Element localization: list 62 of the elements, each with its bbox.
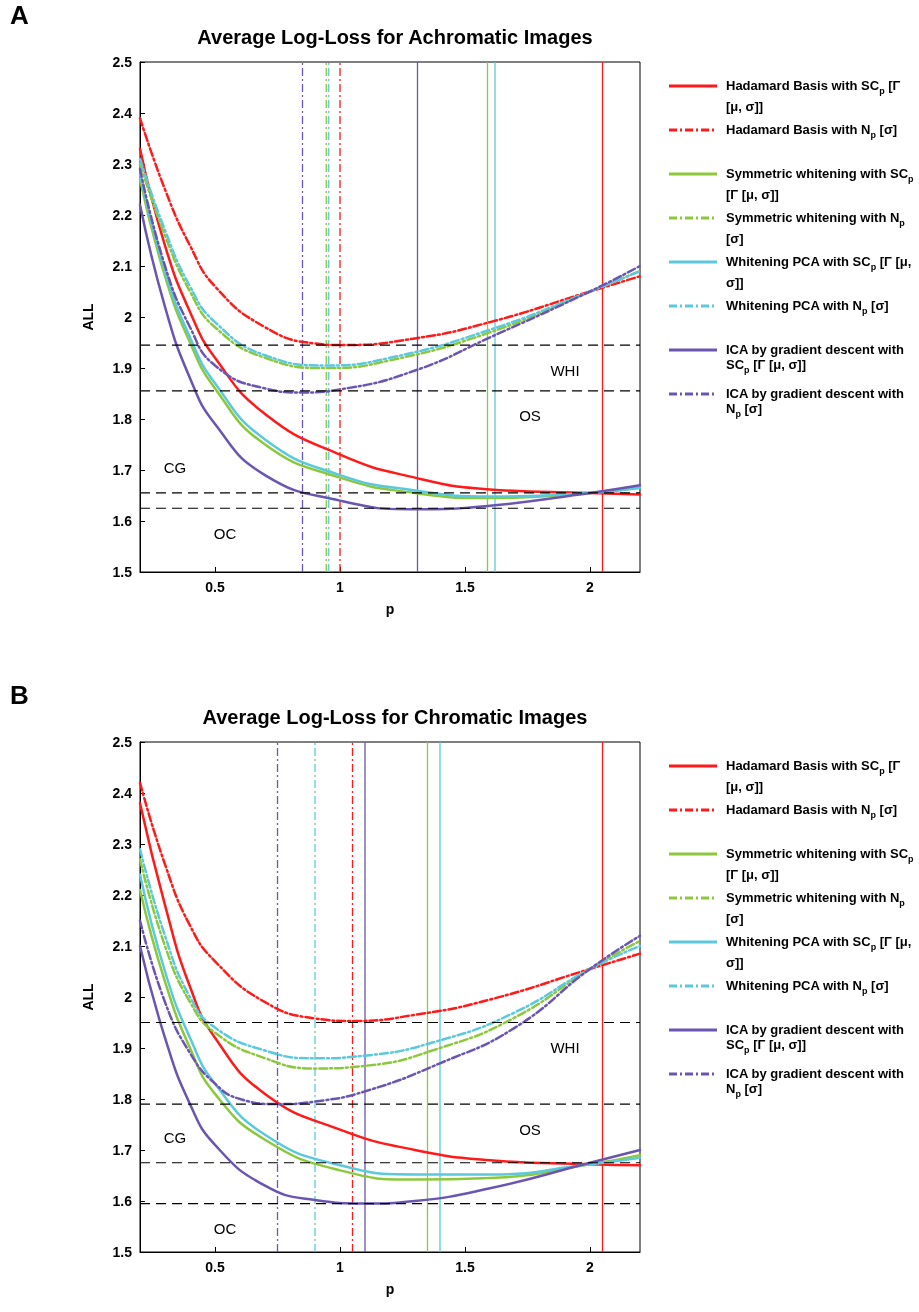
legend-label: Hadamard Basis with N$_{p}$ [σ]	[726, 122, 899, 142]
y-tick-label: 1.8	[112, 411, 133, 427]
legend-label: ICA by gradient descent with SC$_{p}$ [Γ [μ, σ]]	[726, 342, 905, 377]
text: B	[10, 680, 29, 711]
annotation: CG	[163, 459, 187, 477]
legend-label: ICA by gradient descent with SC$_{p}$ [Γ [μ, σ]]	[726, 1022, 905, 1057]
legend-label: Whitening PCA with N$_{p}$ [σ]	[726, 978, 890, 998]
text: Hadamard Basis with SC$_{p}$ [Γ [μ, σ]]	[726, 78, 901, 114]
annotation: WHI	[550, 1039, 580, 1056]
y-tick-label: 2.1	[112, 258, 133, 274]
text: Whitening PCA with SC$_{p}$ [Γ [μ, σ]]	[726, 254, 912, 290]
chart-title: Average Log-Loss for Achromatic Images	[197, 26, 593, 48]
y-tick-label: 1.6	[112, 1193, 133, 1209]
y-tick-label: 1.9	[112, 1040, 133, 1056]
x-tick-label: 2	[586, 579, 595, 595]
y-tick-label: 2.2	[112, 887, 133, 903]
annotation: OC	[213, 1220, 237, 1238]
text: Symmetric whitening with SC$_{p}$ [Γ [μ, σ]]	[726, 846, 914, 882]
y-axis-title: ALL	[80, 302, 96, 331]
legend-label: ICA by gradient descent with N$_{p}$ [σ]	[726, 1066, 905, 1101]
x-tick-label: 1	[336, 1259, 345, 1275]
x-tick-label: 1.5	[455, 1259, 475, 1275]
x-tick-label: 0.5	[205, 579, 225, 595]
y-tick-label: 2	[124, 309, 133, 325]
x-tick-label: 1.5	[455, 579, 475, 595]
y-tick-label: 2.4	[112, 105, 133, 121]
annotation: OS	[519, 407, 541, 425]
text: Symmetric whitening with SC$_{p}$ [Γ [μ, σ]]	[726, 166, 914, 202]
x-axis-title: p	[385, 601, 395, 617]
text: Symmetric whitening with N$_{p}$ [σ]	[726, 210, 905, 246]
annotation: OS	[519, 1120, 541, 1138]
y-tick-label: 2.1	[112, 938, 133, 954]
x-axis-title: p	[385, 1281, 395, 1297]
text: Whitening PCA with SC$_{p}$ [Γ [μ, σ]]	[726, 934, 912, 970]
chart-title: Average Log-Loss for Chromatic Images	[202, 706, 588, 728]
y-tick-label: 2	[124, 989, 133, 1005]
y-tick-label: 1.6	[112, 513, 133, 529]
y-tick-label: 1.8	[112, 1091, 133, 1107]
y-tick-label: 2.4	[112, 785, 133, 801]
legend-label: ICA by gradient descent with N$_{p}$ [σ]	[726, 386, 905, 421]
y-tick-label: 2.2	[112, 207, 133, 223]
y-tick-label: 2.3	[112, 156, 133, 172]
y-tick-label: 1.5	[112, 1244, 133, 1260]
text: A	[10, 0, 29, 31]
y-tick-label: 1.5	[112, 564, 133, 580]
y-tick-label: 2.5	[112, 54, 133, 70]
text: Hadamard Basis with SC$_{p}$ [Γ [μ, σ]]	[726, 758, 901, 794]
y-axis-title: ALL	[80, 982, 96, 1011]
text: Symmetric whitening with N$_{p}$ [σ]	[726, 890, 905, 926]
annotation: WHI	[550, 361, 580, 379]
y-tick-label: 1.9	[112, 360, 133, 376]
y-tick-label: 1.7	[112, 1142, 133, 1158]
y-tick-label: 2.3	[112, 836, 133, 852]
legend-label: Whitening PCA with N$_{p}$ [σ]	[726, 298, 890, 318]
x-tick-label: 2	[586, 1259, 595, 1275]
annotation: OC	[213, 524, 237, 542]
y-tick-label: 1.7	[112, 462, 133, 478]
x-tick-label: 1	[336, 579, 345, 595]
x-tick-label: 0.5	[205, 1259, 225, 1275]
y-tick-label: 2.5	[112, 734, 133, 750]
legend-label: Hadamard Basis with N$_{p}$ [σ]	[726, 802, 899, 822]
annotation: CG	[163, 1129, 187, 1147]
